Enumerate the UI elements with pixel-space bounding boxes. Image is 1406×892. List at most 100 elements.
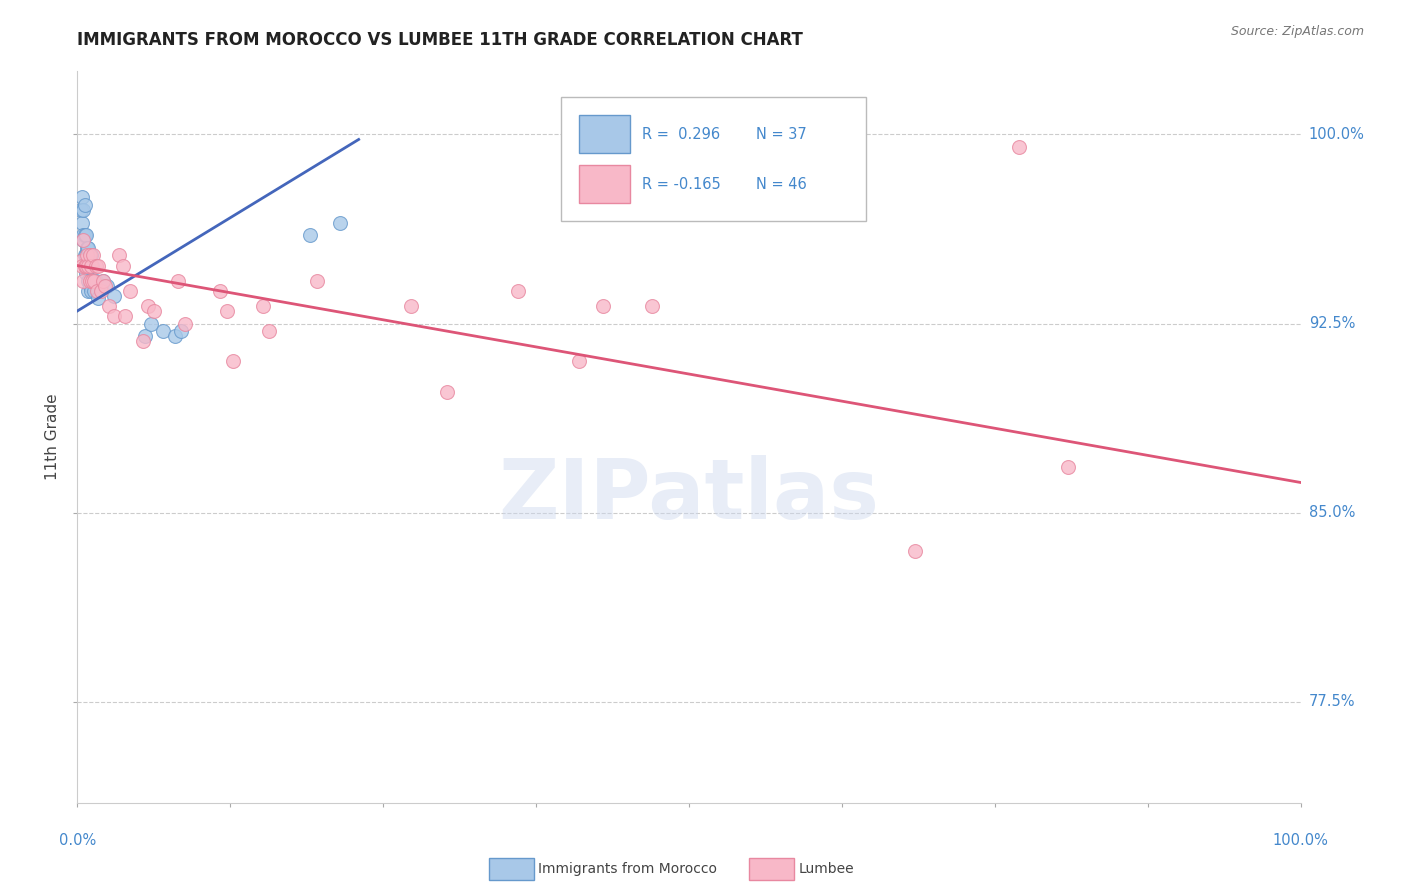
Point (114, 309, 136, 323)
Point (103, 289, 125, 303)
Point (90, 278, 112, 293)
Point (307, 274, 329, 288)
Point (436, 384, 458, 399)
Point (87, 291, 110, 305)
Point (91, 274, 114, 288)
Point (79, 253, 101, 268)
Point (77, 284, 100, 298)
Point (139, 317, 162, 331)
Text: R = -0.165: R = -0.165 (643, 177, 721, 192)
Point (76, 241, 98, 255)
Text: 85.0%: 85.0% (1309, 505, 1355, 520)
Point (174, 317, 197, 331)
Point (209, 284, 232, 298)
Point (79, 274, 101, 288)
Point (401, 299, 423, 313)
Point (136, 299, 159, 313)
Point (259, 324, 281, 338)
Point (80, 248, 103, 262)
Text: N = 46: N = 46 (756, 177, 807, 192)
Point (75, 248, 97, 262)
Point (904, 543, 927, 558)
Point (82, 248, 104, 262)
Point (72, 274, 94, 288)
Point (90, 284, 112, 298)
Point (83, 274, 105, 288)
Point (70, 203, 93, 218)
Text: 0.0%: 0.0% (59, 833, 96, 848)
Point (221, 354, 243, 368)
Point (118, 284, 141, 298)
Point (98, 299, 121, 313)
Text: 77.5%: 77.5% (1309, 694, 1355, 709)
Point (72, 203, 94, 218)
Point (132, 334, 155, 349)
Text: R =  0.296: R = 0.296 (643, 127, 721, 142)
Point (84, 274, 107, 288)
Point (75, 266, 97, 280)
Point (134, 329, 156, 343)
Point (87, 259, 110, 273)
Point (80, 259, 103, 273)
Point (79, 278, 101, 293)
Point (80, 284, 103, 298)
Point (70, 216, 93, 230)
Point (1008, 140, 1031, 154)
Y-axis label: 11th Grade: 11th Grade (45, 393, 60, 481)
Point (76, 248, 98, 262)
Point (1057, 460, 1080, 475)
Text: Lumbee: Lumbee (799, 862, 855, 876)
Point (76, 259, 98, 273)
FancyBboxPatch shape (561, 97, 866, 221)
FancyBboxPatch shape (579, 115, 630, 153)
Point (592, 299, 614, 313)
Point (506, 284, 529, 298)
Text: 100.0%: 100.0% (1272, 833, 1329, 848)
Point (329, 216, 352, 230)
Text: Immigrants from Morocco: Immigrants from Morocco (538, 862, 717, 876)
Point (75, 259, 97, 273)
Point (72, 228, 94, 243)
Point (77, 241, 100, 255)
Point (73, 248, 96, 262)
Point (143, 304, 166, 318)
Point (86, 284, 108, 298)
Point (84, 259, 107, 273)
Point (80, 259, 103, 273)
Text: N = 37: N = 37 (756, 127, 807, 142)
Point (83, 284, 105, 298)
Point (96, 278, 118, 293)
Text: 100.0%: 100.0% (1309, 127, 1365, 142)
Point (103, 309, 125, 323)
Point (72, 233, 94, 247)
Point (73, 198, 96, 212)
Point (152, 324, 174, 338)
Point (73, 259, 96, 273)
Point (82, 274, 104, 288)
Point (91, 274, 114, 288)
Point (568, 354, 591, 368)
Point (111, 259, 134, 273)
Point (166, 274, 188, 288)
Point (70, 253, 93, 268)
Point (252, 299, 274, 313)
Point (641, 299, 664, 313)
Point (75, 228, 97, 243)
Point (77, 259, 100, 273)
Point (170, 324, 193, 338)
Point (70, 259, 93, 273)
Point (94, 278, 117, 293)
Point (165, 329, 187, 343)
Point (80, 274, 103, 288)
Point (298, 228, 321, 243)
Text: IMMIGRANTS FROM MOROCCO VS LUMBEE 11TH GRADE CORRELATION CHART: IMMIGRANTS FROM MOROCCO VS LUMBEE 11TH G… (77, 31, 803, 49)
Point (70, 190, 93, 204)
Text: ZIPatlas: ZIPatlas (499, 455, 879, 536)
Point (108, 248, 131, 262)
FancyBboxPatch shape (579, 165, 630, 203)
Point (215, 304, 238, 318)
Point (72, 233, 94, 247)
Point (79, 248, 101, 262)
Point (73, 228, 96, 243)
Point (77, 274, 100, 288)
